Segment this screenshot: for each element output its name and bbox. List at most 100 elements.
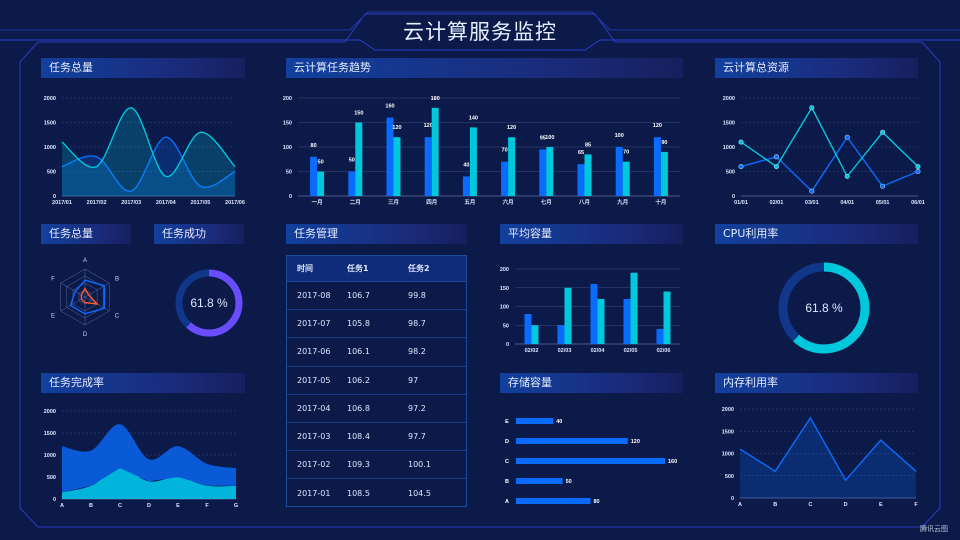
bar [597,299,605,344]
data-point [809,105,815,111]
y-tick-label: 2000 [722,407,734,413]
x-tick-label: A [60,503,64,509]
x-tick-label: 2017/03 [121,200,141,206]
column-header: 任务2 [408,264,430,273]
table-cell: 99.8 [408,291,426,301]
x-tick-label: 02/02 [525,348,539,354]
y-tick-label: 100 [283,145,292,151]
y-tick-label: 1500 [722,429,734,435]
x-tick-label: 二月 [350,198,361,206]
panel-header-task-management: 任务管理 [286,224,467,244]
x-tick-label: 2017/05 [190,200,210,206]
table-row: 2017-04 106.8 97.2 [287,395,466,423]
bar-value-label: 40 [463,162,469,168]
radar-indicator-label: C [115,314,120,320]
bar-value-label: 180 [431,96,440,102]
bar [630,272,638,344]
x-tick-label: E [879,502,883,508]
table-cell: 98.7 [408,319,426,329]
bar [622,161,630,196]
data-point [738,139,744,145]
y-tick-label: 0 [53,194,56,200]
data-point [809,188,815,194]
panel-header-total-resource: 云计算总资源 [715,58,918,78]
bar-value-label: 40 [556,419,562,425]
donut-progress [175,269,243,337]
table-body: 2017-08 106.7 99.8 2017-07 105.8 98.7 2017-06 1… [287,282,466,508]
bar [656,329,664,344]
x-tick-label: 01/01 [734,200,748,206]
bar-value-label: 80 [311,143,317,149]
panel-header-storage: 存储容量 [500,373,683,393]
bar-value-label: 70 [502,148,508,154]
y-tick-label: 0 [53,497,56,503]
series-line [739,416,917,482]
x-tick-label: D [844,502,848,508]
panel-header-task-success: 任务成功 [154,224,244,244]
bar [516,418,554,424]
bar [539,149,547,196]
y-tick-label: 50 [503,323,509,329]
y-tick-label: 150 [283,121,292,127]
column-header: 任务1 [347,264,369,273]
x-tick-label: F [205,503,209,509]
y-tick-label: 500 [47,170,56,176]
table-row: 2017-08 106.7 99.8 [287,282,466,311]
y-tick-label: 200 [500,267,509,273]
panel-header-task-total: 任务总量 [41,58,245,78]
radar-series [69,279,106,315]
x-tick-label: 02/06 [657,348,671,354]
bar [310,156,318,196]
y-tick-label: 500 [47,475,56,481]
radar-series [80,287,99,305]
panel-header-completion: 任务完成率 [41,373,245,393]
bar [557,325,565,344]
data-point [844,173,850,179]
x-tick-label: C [808,502,812,508]
bar-value-label: 150 [354,111,363,117]
table-header: 时间 任务1 任务2 [287,256,466,282]
x-tick-label: 03/01 [805,200,819,206]
bar-value-label: 120 [392,125,401,131]
area-series [62,424,236,493]
bar-value-label: 160 [385,104,394,110]
bar [660,151,668,196]
x-tick-label: A [738,502,742,508]
table-cell: 2017-04 [297,403,331,413]
data-point [880,129,886,135]
bar-value-label: 120 [424,123,433,129]
bar-value-label: 120 [631,439,640,445]
table-cell: 109.3 [347,460,370,470]
table-cell: 2017-02 [297,460,331,470]
x-tick-label: B [773,502,777,508]
x-tick-label: E [176,503,180,509]
data-point [773,164,779,170]
bar-value-label: 120 [507,125,516,131]
bar-value-label: 70 [623,150,629,156]
bar [584,154,592,196]
y-tick-label: 1000 [44,453,56,459]
radar-indicator-label: E [51,314,55,320]
panel-header-cpu: CPU利用率 [715,224,918,244]
x-tick-label: 02/04 [591,348,606,354]
y-tick-label: 1500 [723,121,735,127]
table-row: 2017-01 108.5 104.5 [287,479,466,507]
y-category-label: E [505,419,509,425]
radar-indicator-label: A [83,258,87,264]
y-tick-label: 2000 [44,409,56,415]
table-cell: 100.1 [408,460,431,470]
y-category-label: C [505,459,509,465]
panel-header-memory: 内存利用率 [715,373,918,393]
table-row: 2017-03 108.4 97.7 [287,423,466,452]
data-point [915,169,921,175]
bar-value-label: 90 [661,140,667,146]
bar-value-label: 50 [349,158,355,164]
data-point [738,164,744,170]
bar [317,171,325,196]
bar-value-label: 85 [585,142,591,148]
y-tick-label: 200 [283,96,292,102]
x-tick-label: 02/03 [558,348,572,354]
table-cell: 106.8 [347,403,370,413]
bar [501,161,509,196]
bar-value-label: 140 [469,115,478,121]
